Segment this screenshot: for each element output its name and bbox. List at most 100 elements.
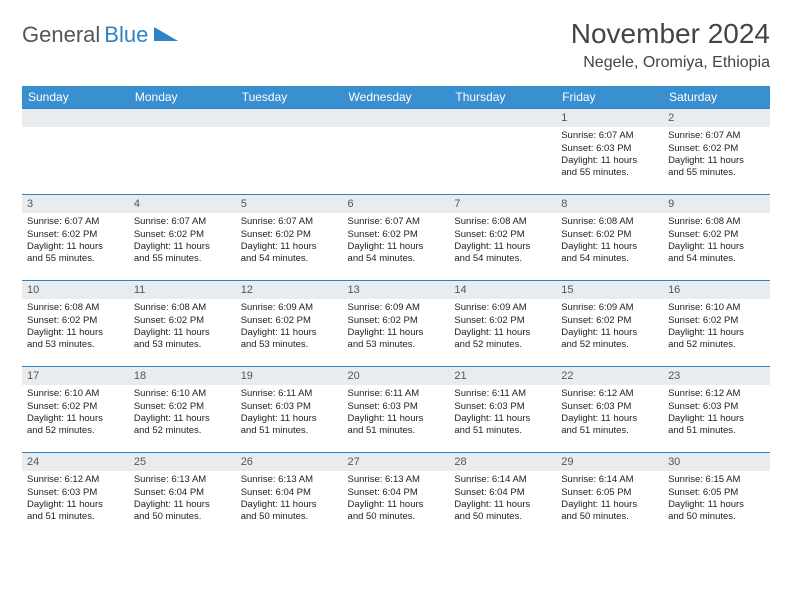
day-info-line: and 54 minutes. xyxy=(241,253,338,265)
day-info-line: Sunset: 6:05 PM xyxy=(561,487,658,499)
day-info-line: Sunset: 6:03 PM xyxy=(241,401,338,413)
day-number: 5 xyxy=(236,195,343,213)
day-info-line: Sunrise: 6:13 AM xyxy=(134,474,231,486)
day-info-line: Sunrise: 6:11 AM xyxy=(454,388,551,400)
day-info-line: and 55 minutes. xyxy=(134,253,231,265)
day-info-line: Sunset: 6:03 PM xyxy=(668,401,765,413)
day-info: Sunrise: 6:08 AMSunset: 6:02 PMDaylight:… xyxy=(556,213,663,269)
day-info: Sunrise: 6:09 AMSunset: 6:02 PMDaylight:… xyxy=(343,299,450,355)
day-info-line: Sunset: 6:02 PM xyxy=(561,315,658,327)
day-info-line: Sunset: 6:02 PM xyxy=(27,229,124,241)
day-info-line: Sunrise: 6:07 AM xyxy=(241,216,338,228)
weekday-header-row: SundayMondayTuesdayWednesdayThursdayFrid… xyxy=(22,86,770,109)
day-info: Sunrise: 6:13 AMSunset: 6:04 PMDaylight:… xyxy=(236,471,343,527)
day-number: 2 xyxy=(663,109,770,127)
location-label: Negele, Oromiya, Ethiopia xyxy=(571,54,770,72)
day-number: 17 xyxy=(22,367,129,385)
calendar-day-cell: 24Sunrise: 6:12 AMSunset: 6:03 PMDayligh… xyxy=(22,453,129,539)
brand-logo: GeneralBlue xyxy=(22,18,178,48)
calendar-day-cell: 14Sunrise: 6:09 AMSunset: 6:02 PMDayligh… xyxy=(449,281,556,367)
day-info: Sunrise: 6:07 AMSunset: 6:02 PMDaylight:… xyxy=(129,213,236,269)
day-info-line: Daylight: 11 hours xyxy=(348,413,445,425)
day-info-line: Sunrise: 6:11 AM xyxy=(348,388,445,400)
day-info-line: Sunset: 6:03 PM xyxy=(454,401,551,413)
day-info: Sunrise: 6:15 AMSunset: 6:05 PMDaylight:… xyxy=(663,471,770,527)
day-number: 8 xyxy=(556,195,663,213)
calendar-day-cell: 6Sunrise: 6:07 AMSunset: 6:02 PMDaylight… xyxy=(343,195,450,281)
day-info-line: Sunrise: 6:10 AM xyxy=(27,388,124,400)
day-info-line: Sunset: 6:02 PM xyxy=(348,229,445,241)
day-info-line: and 52 minutes. xyxy=(27,425,124,437)
day-number-empty xyxy=(129,109,236,127)
day-info-line: Sunset: 6:05 PM xyxy=(668,487,765,499)
day-info-line: and 52 minutes. xyxy=(668,339,765,351)
day-info-line: Daylight: 11 hours xyxy=(668,499,765,511)
day-number-empty xyxy=(343,109,450,127)
calendar-day-cell xyxy=(22,109,129,195)
day-number: 7 xyxy=(449,195,556,213)
day-info-line: Daylight: 11 hours xyxy=(134,499,231,511)
day-number-empty xyxy=(449,109,556,127)
day-info: Sunrise: 6:13 AMSunset: 6:04 PMDaylight:… xyxy=(343,471,450,527)
day-info-line: Sunset: 6:04 PM xyxy=(348,487,445,499)
day-number: 27 xyxy=(343,453,450,471)
day-info: Sunrise: 6:07 AMSunset: 6:02 PMDaylight:… xyxy=(343,213,450,269)
calendar-day-cell: 5Sunrise: 6:07 AMSunset: 6:02 PMDaylight… xyxy=(236,195,343,281)
weekday-header: Sunday xyxy=(22,86,129,109)
day-info-line: Sunrise: 6:08 AM xyxy=(454,216,551,228)
day-number: 1 xyxy=(556,109,663,127)
day-info-line: Sunset: 6:02 PM xyxy=(27,401,124,413)
day-number: 30 xyxy=(663,453,770,471)
day-number: 20 xyxy=(343,367,450,385)
day-info-line: Daylight: 11 hours xyxy=(668,155,765,167)
day-info: Sunrise: 6:12 AMSunset: 6:03 PMDaylight:… xyxy=(556,385,663,441)
day-info-line: Daylight: 11 hours xyxy=(27,499,124,511)
day-info-line: Sunset: 6:02 PM xyxy=(241,315,338,327)
day-info-line: Sunrise: 6:09 AM xyxy=(241,302,338,314)
day-info-line: Sunset: 6:02 PM xyxy=(454,229,551,241)
day-info-line: Daylight: 11 hours xyxy=(454,499,551,511)
calendar-day-cell: 27Sunrise: 6:13 AMSunset: 6:04 PMDayligh… xyxy=(343,453,450,539)
day-info-line: Sunset: 6:02 PM xyxy=(668,143,765,155)
calendar-day-cell: 23Sunrise: 6:12 AMSunset: 6:03 PMDayligh… xyxy=(663,367,770,453)
day-info: Sunrise: 6:11 AMSunset: 6:03 PMDaylight:… xyxy=(236,385,343,441)
day-info-line: Sunset: 6:03 PM xyxy=(561,143,658,155)
day-info: Sunrise: 6:09 AMSunset: 6:02 PMDaylight:… xyxy=(449,299,556,355)
brand-triangle-icon xyxy=(154,25,178,46)
day-info: Sunrise: 6:07 AMSunset: 6:02 PMDaylight:… xyxy=(663,127,770,183)
day-info-line: and 52 minutes. xyxy=(134,425,231,437)
day-info: Sunrise: 6:13 AMSunset: 6:04 PMDaylight:… xyxy=(129,471,236,527)
calendar-day-cell: 12Sunrise: 6:09 AMSunset: 6:02 PMDayligh… xyxy=(236,281,343,367)
day-info-line: Daylight: 11 hours xyxy=(668,241,765,253)
day-number: 3 xyxy=(22,195,129,213)
day-number: 12 xyxy=(236,281,343,299)
day-info-line: Daylight: 11 hours xyxy=(134,241,231,253)
calendar-day-cell xyxy=(129,109,236,195)
day-info-line: and 51 minutes. xyxy=(27,511,124,523)
day-info: Sunrise: 6:07 AMSunset: 6:02 PMDaylight:… xyxy=(22,213,129,269)
day-info: Sunrise: 6:14 AMSunset: 6:04 PMDaylight:… xyxy=(449,471,556,527)
day-info-line: Sunset: 6:02 PM xyxy=(348,315,445,327)
calendar-day-cell xyxy=(449,109,556,195)
weekday-header: Saturday xyxy=(663,86,770,109)
day-info-line: and 53 minutes. xyxy=(241,339,338,351)
day-info: Sunrise: 6:07 AMSunset: 6:02 PMDaylight:… xyxy=(236,213,343,269)
day-info-line: Daylight: 11 hours xyxy=(454,327,551,339)
day-info-line: Sunrise: 6:07 AM xyxy=(134,216,231,228)
day-info-line: Daylight: 11 hours xyxy=(454,413,551,425)
weekday-header: Monday xyxy=(129,86,236,109)
day-info: Sunrise: 6:10 AMSunset: 6:02 PMDaylight:… xyxy=(129,385,236,441)
calendar-week-row: 3Sunrise: 6:07 AMSunset: 6:02 PMDaylight… xyxy=(22,195,770,281)
day-info: Sunrise: 6:11 AMSunset: 6:03 PMDaylight:… xyxy=(449,385,556,441)
day-info-line: Sunset: 6:03 PM xyxy=(348,401,445,413)
weekday-header: Thursday xyxy=(449,86,556,109)
day-info-line: Sunrise: 6:12 AM xyxy=(668,388,765,400)
day-info: Sunrise: 6:11 AMSunset: 6:03 PMDaylight:… xyxy=(343,385,450,441)
day-info-line: Sunrise: 6:13 AM xyxy=(241,474,338,486)
day-info-line: Daylight: 11 hours xyxy=(134,413,231,425)
calendar-day-cell: 3Sunrise: 6:07 AMSunset: 6:02 PMDaylight… xyxy=(22,195,129,281)
calendar-day-cell: 1Sunrise: 6:07 AMSunset: 6:03 PMDaylight… xyxy=(556,109,663,195)
day-info-line: Daylight: 11 hours xyxy=(27,241,124,253)
day-info-line: and 54 minutes. xyxy=(668,253,765,265)
day-info-line: and 50 minutes. xyxy=(454,511,551,523)
